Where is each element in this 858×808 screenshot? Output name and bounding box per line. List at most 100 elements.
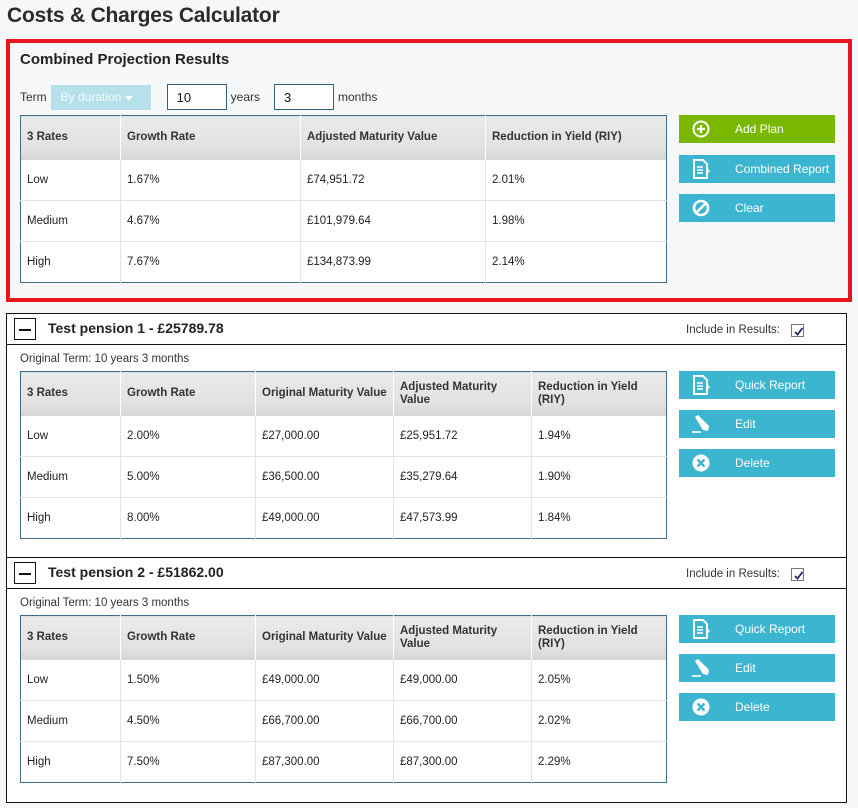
table-row: Low 1.50% £49,000.00 £49,000.00 2.05% bbox=[20, 659, 667, 701]
table-cell: £74,951.72 bbox=[300, 159, 486, 201]
combined-report-label: Combined Report bbox=[735, 162, 830, 176]
table-cell: High bbox=[20, 241, 121, 283]
include-in-results-checkbox[interactable] bbox=[791, 324, 804, 337]
quick-report-button[interactable]: Quick Report bbox=[679, 615, 835, 643]
page-title: Costs & Charges Calculator bbox=[7, 4, 280, 27]
plus-circle-icon bbox=[691, 119, 711, 139]
table-cell: £49,000.00 bbox=[393, 659, 532, 701]
column-header: 3 Rates bbox=[20, 115, 121, 160]
table-cell: £66,700.00 bbox=[255, 700, 394, 742]
clear-label: Clear bbox=[735, 201, 764, 215]
edit-label: Edit bbox=[735, 417, 756, 431]
document-icon bbox=[691, 159, 711, 179]
delete-label: Delete bbox=[735, 456, 770, 470]
column-header: Reduction in Yield (RIY) bbox=[485, 115, 667, 160]
edit-button[interactable]: Edit bbox=[679, 654, 835, 682]
quick-report-button[interactable]: Quick Report bbox=[679, 371, 835, 399]
table-row: Low 1.67% £74,951.72 2.01% bbox=[20, 159, 667, 201]
include-in-results-checkbox[interactable] bbox=[791, 568, 804, 581]
table-cell: £36,500.00 bbox=[255, 456, 394, 498]
table-cell: 1.67% bbox=[120, 159, 301, 201]
table-cell: Low bbox=[20, 159, 121, 201]
column-header: Growth Rate bbox=[120, 371, 256, 416]
document-icon bbox=[691, 619, 711, 639]
include-in-results-label: Include in Results: bbox=[686, 568, 780, 580]
plan-panel: Test pension 2 - £51862.00 Include in Re… bbox=[6, 557, 847, 803]
table-cell: £101,979.64 bbox=[300, 200, 486, 242]
column-header: Reduction in Yield (RIY) bbox=[531, 615, 667, 660]
delete-label: Delete bbox=[735, 700, 770, 714]
pencil-icon bbox=[691, 658, 711, 678]
table-row: Medium 4.50% £66,700.00 £66,700.00 2.02% bbox=[20, 700, 667, 742]
table-cell: 1.50% bbox=[120, 659, 256, 701]
original-term: Original Term: 10 years 3 months bbox=[20, 353, 190, 365]
term-mode-select[interactable]: By duration bbox=[50, 84, 151, 110]
table-cell: £47,573.99 bbox=[393, 497, 532, 539]
table-cell: 2.29% bbox=[531, 741, 667, 783]
table-cell: £49,000.00 bbox=[255, 659, 394, 701]
table-cell: 8.00% bbox=[120, 497, 256, 539]
combined-results-title: Combined Projection Results bbox=[20, 51, 230, 68]
document-icon bbox=[691, 375, 711, 395]
table-cell: 7.50% bbox=[120, 741, 256, 783]
table-cell: Medium bbox=[20, 456, 121, 498]
clear-button[interactable]: Clear bbox=[679, 194, 835, 222]
table-cell: 5.00% bbox=[120, 456, 256, 498]
delete-button[interactable]: Delete bbox=[679, 449, 835, 477]
pencil-icon bbox=[691, 414, 711, 434]
edit-button[interactable]: Edit bbox=[679, 410, 835, 438]
table-cell: Medium bbox=[20, 700, 121, 742]
table-cell: £35,279.64 bbox=[393, 456, 532, 498]
combined-report-button[interactable]: Combined Report bbox=[679, 155, 835, 183]
table-cell: Low bbox=[20, 415, 121, 457]
column-header: Growth Rate bbox=[120, 615, 256, 660]
combined-results-table: 3 Rates Growth Rate Adjusted Maturity Va… bbox=[20, 115, 667, 283]
table-row: Medium 5.00% £36,500.00 £35,279.64 1.90% bbox=[20, 456, 667, 498]
months-label: months bbox=[338, 90, 378, 104]
column-header: Growth Rate bbox=[120, 115, 301, 160]
table-row: Low 2.00% £27,000.00 £25,951.72 1.94% bbox=[20, 415, 667, 457]
plan-header: Test pension 1 - £25789.78 Include in Re… bbox=[7, 314, 846, 345]
table-cell: £87,300.00 bbox=[393, 741, 532, 783]
table-cell: Medium bbox=[20, 200, 121, 242]
column-header: 3 Rates bbox=[20, 615, 121, 660]
plan-results-table: 3 Rates Growth Rate Original Maturity Va… bbox=[20, 371, 667, 539]
term-label: Term bbox=[20, 90, 47, 104]
table-cell: £49,000.00 bbox=[255, 497, 394, 539]
table-cell: £87,300.00 bbox=[255, 741, 394, 783]
column-header: Adjusted Maturity Value bbox=[393, 371, 532, 416]
table-cell: 1.94% bbox=[538, 429, 571, 442]
plan-results-table: 3 Rates Growth Rate Original Maturity Va… bbox=[20, 615, 667, 783]
plan-header: Test pension 2 - £51862.00 Include in Re… bbox=[7, 558, 846, 589]
table-row: High 8.00% £49,000.00 £47,573.99 1.84% bbox=[20, 497, 667, 539]
add-plan-button[interactable]: Add Plan bbox=[679, 115, 835, 143]
table-cell: 1.90% bbox=[531, 456, 667, 498]
table-row: High 7.50% £87,300.00 £87,300.00 2.29% bbox=[20, 741, 667, 783]
delete-button[interactable]: Delete bbox=[679, 693, 835, 721]
quick-report-label: Quick Report bbox=[735, 622, 806, 636]
table-cell: 1.98% bbox=[485, 200, 667, 242]
table-cell: Low bbox=[20, 659, 121, 701]
combined-results-panel: Combined Projection Results Term By dura… bbox=[6, 39, 852, 302]
collapse-button[interactable] bbox=[14, 562, 36, 584]
term-row: Term By duration years months bbox=[20, 84, 377, 110]
include-in-results-label: Include in Results: bbox=[686, 324, 780, 336]
table-row: High 7.67% £134,873.99 2.14% bbox=[20, 241, 667, 283]
original-term: Original Term: 10 years 3 months bbox=[20, 597, 190, 609]
years-input[interactable] bbox=[166, 84, 227, 110]
table-cell: 1.84% bbox=[531, 497, 667, 539]
table-cell: High bbox=[20, 741, 121, 783]
table-row: Medium 4.67% £101,979.64 1.98% bbox=[20, 200, 667, 242]
plan-panel: Test pension 1 - £25789.78 Include in Re… bbox=[6, 313, 847, 558]
months-input[interactable] bbox=[274, 84, 335, 110]
term-mode-value: By duration bbox=[60, 90, 122, 104]
add-plan-label: Add Plan bbox=[735, 122, 784, 136]
quick-report-label: Quick Report bbox=[735, 378, 806, 392]
collapse-button[interactable] bbox=[14, 318, 36, 340]
table-cell: £66,700.00 bbox=[393, 700, 532, 742]
column-header: Original Maturity Value bbox=[255, 615, 394, 660]
table-cell: 2.00% bbox=[120, 415, 256, 457]
table-cell: 7.67% bbox=[120, 241, 301, 283]
table-cell: 2.01% bbox=[492, 173, 525, 186]
years-label: years bbox=[230, 90, 261, 104]
